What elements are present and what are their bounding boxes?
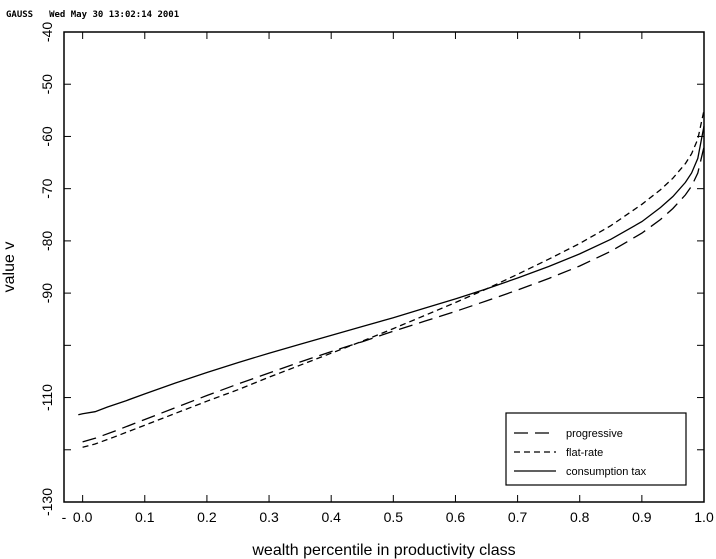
legend-label: progressive <box>566 428 623 440</box>
x-tick-label: 0.8 <box>570 509 590 525</box>
y-tick-label: -50 <box>39 74 55 94</box>
x-tick-label: 0.5 <box>384 509 404 525</box>
x-tick-label: 0.9 <box>632 509 652 525</box>
series-line-consumption-tax <box>78 125 705 416</box>
y-tick-label: -40 <box>39 22 55 42</box>
legend-label: flat-rate <box>566 447 603 459</box>
x-tick-label: 0.0 <box>73 509 93 525</box>
series-lines <box>78 110 705 448</box>
legend-label: consumption tax <box>566 466 647 478</box>
y-tick-label: -70 <box>39 178 55 198</box>
y-tick-label: -80 <box>39 231 55 251</box>
program-name: GAUSS <box>6 10 34 20</box>
y-tick-label: -110 <box>39 384 55 411</box>
y-axis-label: value v <box>1 242 18 293</box>
x-tick-label: 0.4 <box>321 509 341 525</box>
legend: progressive flat-rate consumption tax <box>505 412 687 486</box>
x-axis-ticks: -0.0 0.1 0.2 0.3 0.4 0.5 0.6 0.7 0.8 0.9 1.0 <box>62 32 714 525</box>
y-tick-label: -130 <box>39 488 55 516</box>
x-axis-label: wealth percentile in productivity class <box>251 542 515 559</box>
x-tick-label: 0.3 <box>259 509 279 525</box>
x-tick-label: 0.7 <box>508 509 528 525</box>
legend-box <box>505 412 687 486</box>
series-line-flat-rate <box>82 110 705 448</box>
x-tick-label: 0.2 <box>197 509 217 525</box>
x-tick-label: 0.6 <box>446 509 466 525</box>
series-line-progressive <box>82 146 705 443</box>
plot-header: GAUSS Wed May 30 13:02:14 2001 <box>6 10 179 20</box>
plot-timestamp: Wed May 30 13:02:14 2001 <box>49 10 180 20</box>
y-axis-ticks: -40 -50 -60 -70 -80 -90 -110 -130 <box>39 22 704 516</box>
y-tick-label: -90 <box>39 283 55 303</box>
plot-frame <box>63 31 705 503</box>
x-tick-label: 1.0 <box>694 509 714 525</box>
x-tick-label: 0.1 <box>135 509 155 525</box>
x-tick-label: - <box>62 509 67 525</box>
y-tick-label: -60 <box>39 126 55 146</box>
